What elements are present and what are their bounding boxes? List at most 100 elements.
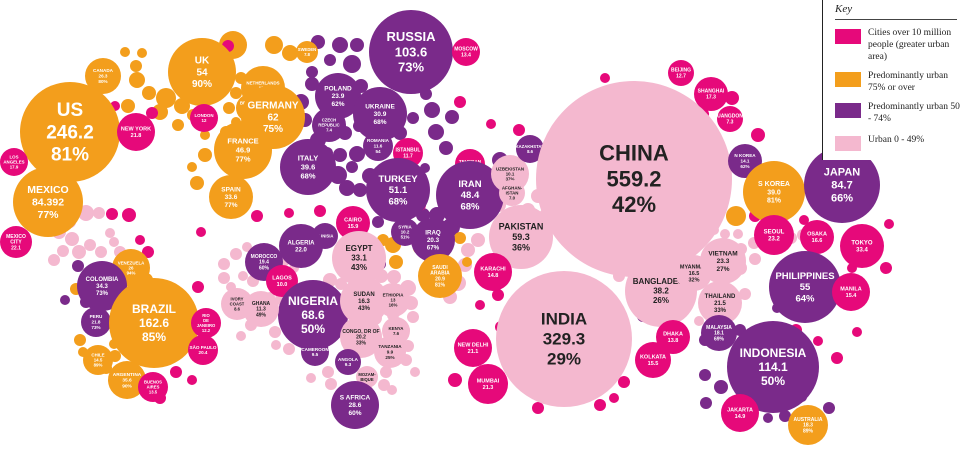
bubble-value-label: 39.0 [767,189,781,196]
bubble-name-label: MOROCCO [251,254,278,260]
bubble-name-label-part: MEXICO [6,234,26,240]
bubble-value-label: 7.0 [509,196,516,201]
bubble-name-label: CAMEROON [301,347,329,352]
bubble-name-label: MALAYSIA [706,325,732,331]
bubble-circle [474,253,512,291]
unlabeled-bubble [448,373,462,387]
unlabeled-bubble [93,207,105,219]
unlabeled-bubble [454,96,466,108]
bubble-value-label: 12.2 [202,328,211,333]
bubble-name-label: GHANA [252,301,271,307]
bubble-tokyo: TOKYO 33.4 [840,224,884,268]
unlabeled-bubble [471,233,485,247]
bubble-circle [340,277,388,325]
bubble-name-label: PERU [90,314,103,319]
unlabeled-bubble [218,258,230,270]
key-label-urban-75: Predominantly urban 75% or over [868,71,948,93]
bubble-pct-label: 85% [142,330,166,344]
unlabeled-bubble [72,245,86,259]
unlabeled-bubble [129,72,145,88]
unlabeled-bubble [137,48,147,58]
bubble-name-label-part: SAUDI [432,265,448,271]
bubble-pct-label: 67% [427,244,440,251]
bubble-pct-label: 26% [653,296,669,305]
bubble-circle [335,349,361,375]
bubble-name-label-part: CITY [10,240,22,246]
bubble-circle [109,278,199,368]
bubble-name-label-part: DE [203,318,209,323]
bubble-circle [369,10,453,94]
bubble-value-label: 38.2 [653,287,669,296]
bubble-circle [188,335,218,365]
bubble-value-label: 22.0 [295,248,307,254]
bubble-circle [800,220,834,254]
bubble-name-label: TOKYO [851,240,873,246]
bubble-circle [536,81,732,277]
bubble-value-label: 51.1 [389,185,408,196]
bubble-name-label: SEOUL [764,229,785,235]
unlabeled-bubble [156,88,176,108]
bubble-value-label: 7.8 [304,52,310,57]
bubble-value-label: 14.8 [488,273,499,279]
bubble-circle [108,361,146,399]
bubble-circle [243,291,279,327]
unlabeled-bubble [72,260,84,272]
bubble-name-label: CONGO, DR OF [342,329,379,335]
unlabeled-bubble [109,237,119,247]
bubble-name-label: N KOREA [734,153,756,158]
bubble-pct-label: 66% [831,193,853,205]
unlabeled-bubble [410,367,420,377]
bubble-value-label: 9.9 [387,350,394,355]
unlabeled-bubble [407,311,419,323]
bubble-name-label-part: AIRES [147,384,160,389]
bubble-circle [727,321,819,413]
unlabeled-bubble [475,300,485,310]
bubble-value-label: 11.6 [374,144,383,149]
bubble-name-label: INDONESIA [740,346,807,360]
bubble-circle [0,148,28,176]
bubble-pct-label: 43% [358,306,371,312]
bubble-circle [499,180,525,206]
bubble-name-label-part: REPUBLIC [318,122,339,127]
unlabeled-bubble [763,413,773,423]
bubble-value-label: 26 [129,265,134,270]
bubble-value-label: 19.4 [259,260,269,266]
bubble-value-label: 246.2 [46,122,94,143]
unlabeled-bubble [265,36,283,54]
bubble-circle [363,131,393,161]
bubble-pct-label: 42% [612,192,656,217]
bubble-value-label: 21.5 [714,301,726,307]
bubble-value-label: 20.3 [427,237,440,244]
bubble-pct-label: 43% [351,263,367,272]
bubble-name-label: ISTANBUL [396,148,421,154]
bubble-circle [209,175,253,219]
bubble-value-label: 8.6 [527,149,533,154]
unlabeled-bubble [439,141,453,155]
unlabeled-bubble [236,331,246,341]
bubble-name-label: MEXICO [27,184,68,196]
unlabeled-bubble [720,229,730,239]
bubble-algeria: ALGERIA 22.0 [279,224,323,268]
bubble-circle [374,336,406,368]
bubble-value-label: 17.9 [10,165,19,170]
bubble-name-label: CHINA [599,140,669,165]
bubble-name-label: NIGERIA [288,294,338,308]
bubble-pct-label: 27% [716,266,729,273]
bubble-pct-label: 77% [224,202,237,209]
key-title: Key [835,3,853,15]
